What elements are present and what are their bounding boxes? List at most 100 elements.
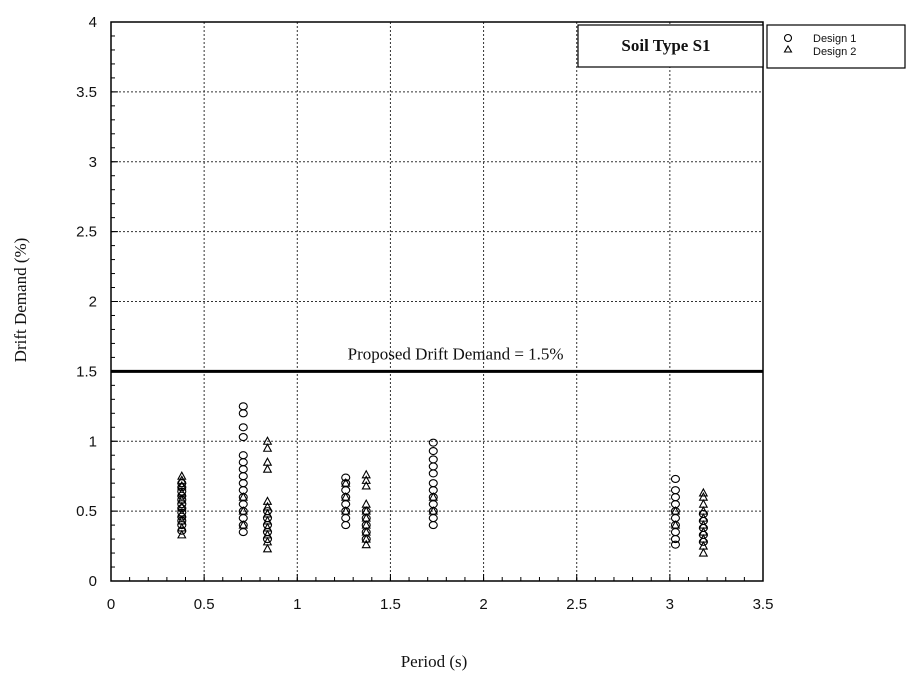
soil-type-frame xyxy=(577,24,764,68)
design-2-point xyxy=(361,526,371,536)
design-1-point xyxy=(238,423,248,432)
design-2-point xyxy=(177,487,187,497)
design-2-point xyxy=(428,491,438,501)
y-tick-label: 4 xyxy=(89,14,97,31)
design-1-point xyxy=(428,462,438,471)
y-tick-label: 1.5 xyxy=(76,363,97,380)
soil-type-box: Soil Type S1 xyxy=(577,24,764,68)
design-2-point xyxy=(262,436,273,445)
design-2-point xyxy=(177,515,187,525)
x-tick-label: 3.5 xyxy=(753,596,774,613)
design-2-point xyxy=(262,464,273,473)
y-tick-label: 0 xyxy=(89,573,97,590)
design-2-point xyxy=(262,457,273,466)
design-2-point xyxy=(361,505,371,515)
design-1-point xyxy=(238,528,248,537)
design-2-point xyxy=(262,508,273,518)
design-1-point xyxy=(341,514,351,523)
design-1-point xyxy=(670,486,680,495)
design-2-point xyxy=(361,539,371,549)
y-tick-label: 1 xyxy=(89,433,97,450)
design-1-point xyxy=(670,474,680,484)
x-tick-label: 1.5 xyxy=(380,596,401,613)
design-2-point xyxy=(262,543,273,553)
design-1-point xyxy=(238,472,248,481)
design-2-point xyxy=(177,494,187,504)
y-tick-label: 2 xyxy=(89,294,97,311)
design-2-point xyxy=(262,536,273,546)
design-2-point xyxy=(177,501,187,511)
design-2-point xyxy=(698,505,709,515)
design-2-point xyxy=(262,443,273,452)
y-tick-label: 3 xyxy=(89,154,97,171)
design-1-point xyxy=(177,500,187,509)
design-2-point xyxy=(177,471,187,480)
design-2-point xyxy=(262,522,273,532)
design-2-point xyxy=(238,519,248,529)
ticks-layer: 0 0.5 1 1.5 2 2.5 3 3.5 0 0.5 1 1.5 2 2.5 3 3.5 4 xyxy=(76,14,773,613)
x-tick-label: 3 xyxy=(666,596,674,613)
design-2-point xyxy=(698,512,709,522)
design-2-point xyxy=(698,498,709,508)
design-1-point xyxy=(177,521,187,530)
reference-line-label: Proposed Drift Demand = 1.5% xyxy=(348,344,564,363)
design-2-point xyxy=(698,487,709,497)
design-2-point xyxy=(698,547,709,557)
design-2-point xyxy=(670,505,681,515)
design-1-point xyxy=(670,493,680,502)
x-axis-label: Period (s) xyxy=(401,652,468,671)
legend-circle-icon xyxy=(783,33,793,43)
y-axis-label: Drift Demand (%) xyxy=(11,238,30,363)
design-2-point xyxy=(361,498,371,508)
legend: Design 1 Design 2 xyxy=(766,24,906,69)
x-tick-label: 0.5 xyxy=(194,596,215,613)
design-2-point xyxy=(340,491,351,501)
x-tick-label: 2 xyxy=(479,596,487,613)
x-tick-label: 0 xyxy=(107,596,115,613)
soil-type-label: Soil Type S1 xyxy=(621,36,710,55)
design-2-point xyxy=(177,522,187,532)
design-1-point xyxy=(428,469,438,478)
legend-triangle-icon xyxy=(783,44,793,53)
reference-line-group: Proposed Drift Demand = 1.5% xyxy=(111,344,763,373)
design-1-point xyxy=(238,479,248,488)
design-2-point xyxy=(177,480,187,490)
design-1-point xyxy=(238,458,248,467)
design-1-point xyxy=(428,521,438,530)
design-2-point xyxy=(698,519,709,529)
design-1-point xyxy=(428,438,438,447)
design-2-point xyxy=(361,533,371,543)
design-2-point xyxy=(698,533,709,543)
design-1-point xyxy=(428,514,438,523)
design-2-point xyxy=(238,491,248,501)
design-1-point xyxy=(670,540,680,549)
points-layer xyxy=(177,402,709,557)
design-2-point xyxy=(340,478,351,487)
design-1-point xyxy=(428,455,438,464)
x-tick-label: 2.5 xyxy=(566,596,587,613)
design-2-point xyxy=(361,475,371,484)
design-1-point xyxy=(238,465,248,474)
y-tick-label: 2.5 xyxy=(76,224,97,241)
y-tick-label: 3.5 xyxy=(76,84,97,101)
design-1-point xyxy=(177,504,187,513)
design-2-point xyxy=(361,512,371,522)
legend-label-design-1: Design 1 xyxy=(813,33,856,45)
design-1-point xyxy=(428,446,438,456)
design-1-point xyxy=(341,473,351,482)
design-1-point xyxy=(238,451,248,460)
design-2-point xyxy=(340,505,351,515)
design-2-point xyxy=(262,515,273,525)
x-tick-label: 1 xyxy=(293,596,301,613)
design-1-point xyxy=(238,402,248,411)
design-2-point xyxy=(238,505,248,515)
design-2-point xyxy=(361,480,371,490)
design-2-point xyxy=(177,529,187,539)
design-2-point xyxy=(698,491,709,501)
design-1-point xyxy=(262,507,273,516)
design-2-point xyxy=(698,540,709,550)
design-2-point xyxy=(670,519,681,529)
design-2-point xyxy=(177,508,187,518)
legend-label-design-2: Design 2 xyxy=(813,46,856,58)
